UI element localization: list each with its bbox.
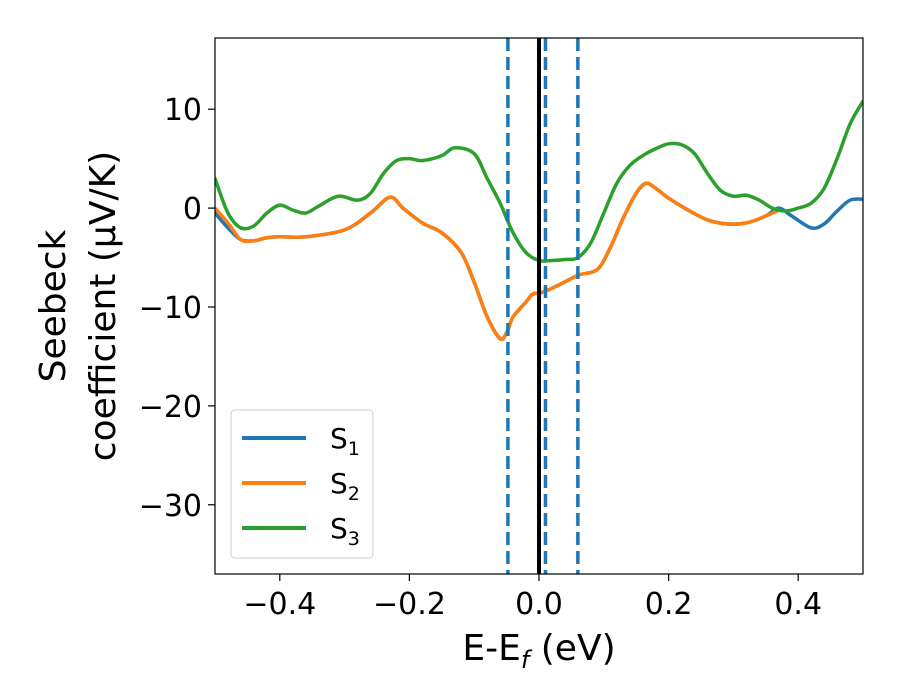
y-axis-label-line1: Seebeck <box>33 229 74 382</box>
legend-label-s1: S1 <box>330 422 360 460</box>
series-line-s2 <box>215 181 781 342</box>
y-tick-label: −10 <box>139 291 202 326</box>
vline-layer <box>506 38 580 574</box>
y-tick-label: 10 <box>164 93 202 128</box>
x-axis-label: E-Ef (eV) <box>462 628 615 674</box>
legend-label-s2: S2 <box>330 467 360 505</box>
y-tick-label: 0 <box>183 192 202 227</box>
legend-label-s3: S3 <box>330 512 360 550</box>
series-layer <box>215 99 863 342</box>
x-tick-label: 0.0 <box>515 587 563 622</box>
y-tick-label: −30 <box>139 489 202 524</box>
x-tick-label: −0.4 <box>243 587 316 622</box>
x-tick-label: 0.4 <box>774 587 822 622</box>
y-axis-ticks: 10 0 −10 −20 −30 <box>139 93 215 524</box>
legend: S1 S2 S3 <box>230 409 374 559</box>
series-line-s3 <box>215 99 863 263</box>
y-tick-label: −20 <box>139 390 202 425</box>
y-axis-label-line2: coefficient (μV/K) <box>83 151 124 461</box>
y-axis-label: Seebeck coefficient (μV/K) <box>33 151 124 461</box>
x-tick-label: −0.2 <box>373 587 446 622</box>
x-tick-label: 0.2 <box>645 587 693 622</box>
x-axis-ticks: −0.4 −0.2 0.0 0.2 0.4 <box>243 574 822 622</box>
